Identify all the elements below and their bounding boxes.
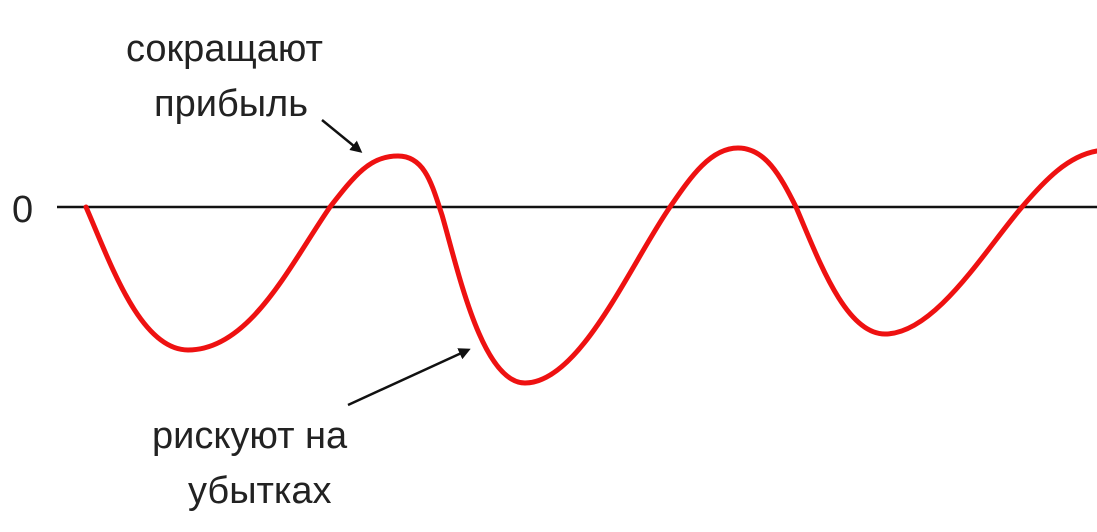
zero-label: 0: [12, 189, 33, 231]
arrow-to-peak: [321, 119, 363, 153]
annotation-top-line2: прибыль: [154, 83, 308, 125]
annotation-bottom-line2: убытках: [188, 470, 332, 512]
annotation-bottom-line1: рискуют на: [152, 415, 348, 457]
arrow-to-trough: [347, 348, 471, 407]
oscillation-curve: [83, 145, 1097, 386]
annotation-top-line1: сокращают: [126, 28, 323, 70]
